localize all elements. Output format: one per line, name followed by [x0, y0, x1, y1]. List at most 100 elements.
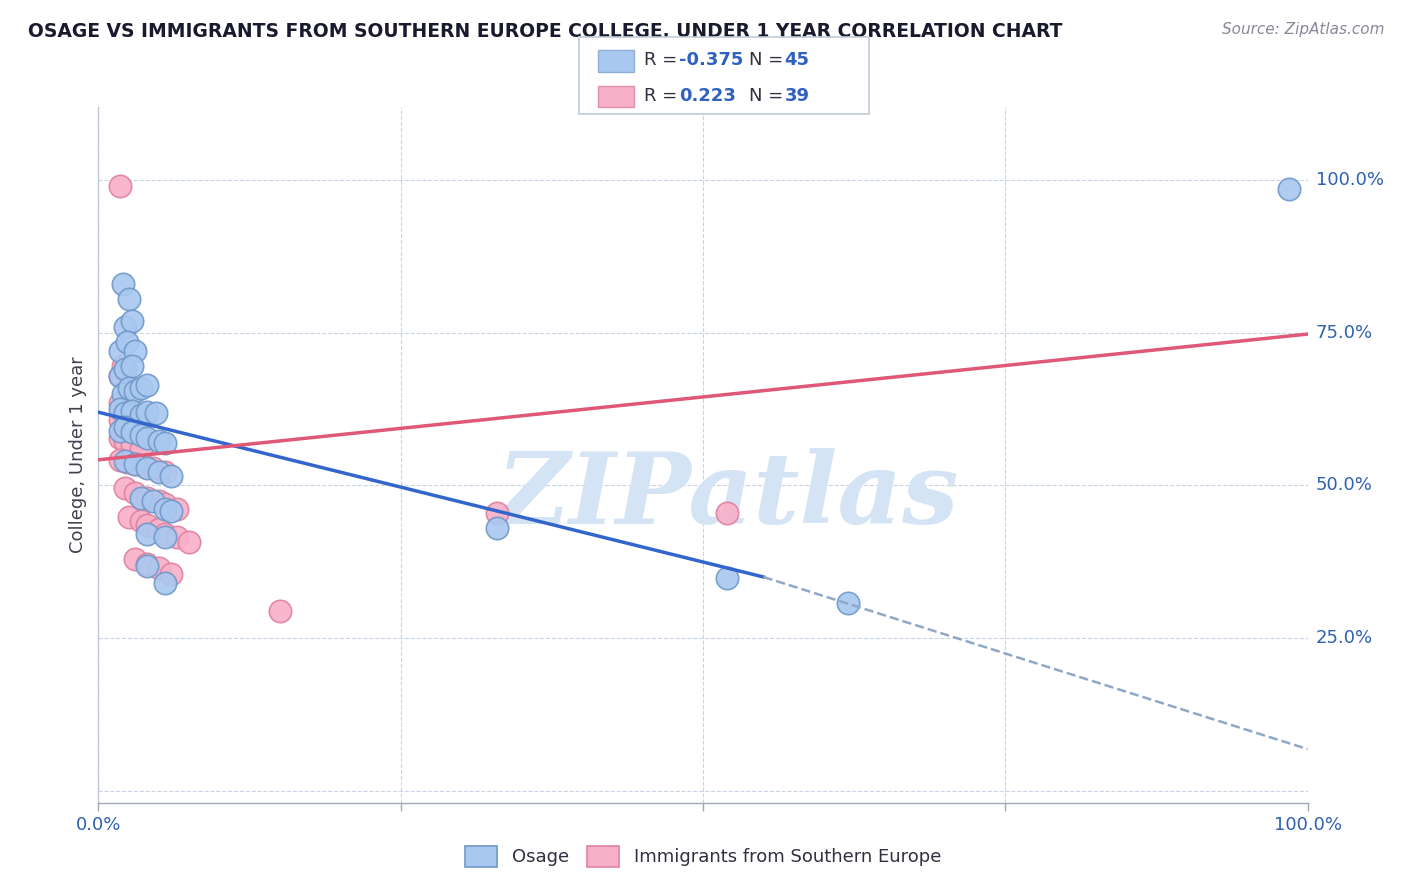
Point [124, 412, 146, 426]
Point [153, 497, 176, 511]
Y-axis label: College, Under 1 year: College, Under 1 year [69, 357, 87, 553]
Point [129, 491, 152, 505]
Point [716, 506, 738, 520]
Point [166, 530, 188, 544]
Point [153, 435, 176, 450]
Point [124, 384, 146, 398]
Point [166, 501, 188, 516]
Point [148, 522, 170, 536]
Point [111, 359, 134, 374]
Point [486, 521, 509, 535]
Point [114, 406, 136, 420]
Point [108, 344, 131, 359]
Point [129, 381, 152, 395]
Point [135, 431, 157, 445]
Point [837, 596, 859, 610]
Point [117, 410, 139, 425]
Point [118, 510, 141, 524]
Point [129, 514, 152, 528]
Point [114, 454, 136, 468]
Text: OSAGE VS IMMIGRANTS FROM SOUTHERN EUROPE COLLEGE, UNDER 1 YEAR CORRELATION CHART: OSAGE VS IMMIGRANTS FROM SOUTHERN EUROPE… [28, 22, 1063, 41]
Point [118, 381, 141, 395]
Point [486, 506, 509, 520]
Text: 25.0%: 25.0% [1316, 629, 1374, 647]
Point [716, 571, 738, 585]
Text: -0.375: -0.375 [679, 51, 744, 69]
Point [1278, 182, 1301, 196]
Point [153, 530, 176, 544]
Point [108, 396, 131, 410]
Point [114, 482, 136, 496]
Point [108, 368, 131, 383]
Point [124, 344, 146, 359]
Point [124, 457, 146, 471]
Point [135, 491, 157, 505]
Point [121, 359, 143, 374]
Text: 75.0%: 75.0% [1316, 324, 1374, 342]
Point [121, 425, 143, 439]
Point [269, 603, 291, 617]
Point [153, 501, 176, 516]
Point [148, 465, 170, 479]
Legend: Osage, Immigrants from Southern Europe: Osage, Immigrants from Southern Europe [457, 838, 949, 874]
Point [135, 377, 157, 392]
Text: 100.0%: 100.0% [1316, 171, 1384, 189]
Point [111, 277, 134, 291]
Text: ZIPatlas: ZIPatlas [496, 449, 959, 545]
Point [114, 434, 136, 449]
Point [111, 387, 134, 401]
Point [108, 179, 131, 194]
Text: N =: N = [749, 87, 789, 104]
Point [129, 442, 152, 456]
Point [108, 452, 131, 467]
Point [129, 428, 152, 442]
Point [124, 551, 146, 566]
Text: R =: R = [644, 87, 683, 104]
Point [108, 368, 131, 383]
Point [117, 455, 139, 469]
Point [153, 527, 176, 541]
Point [135, 405, 157, 419]
Point [114, 319, 136, 334]
Point [148, 561, 170, 575]
Point [177, 534, 201, 549]
Point [160, 504, 183, 518]
Point [153, 465, 176, 479]
Point [114, 362, 136, 376]
Text: 39: 39 [785, 87, 810, 104]
Point [121, 437, 143, 451]
Text: 50.0%: 50.0% [1316, 476, 1372, 494]
Point [135, 461, 157, 475]
Text: N =: N = [749, 51, 789, 69]
Point [108, 402, 131, 417]
Point [153, 576, 176, 591]
Point [108, 412, 131, 426]
Point [135, 527, 157, 541]
Text: R =: R = [644, 51, 683, 69]
Point [114, 402, 136, 417]
Point [124, 457, 146, 471]
Point [160, 566, 183, 581]
Point [121, 404, 143, 418]
Point [142, 461, 165, 475]
Point [124, 485, 146, 500]
Point [160, 469, 183, 483]
Text: Source: ZipAtlas.com: Source: ZipAtlas.com [1222, 22, 1385, 37]
Text: 0.223: 0.223 [679, 87, 735, 104]
Point [145, 406, 167, 420]
Point [129, 409, 152, 423]
Point [135, 559, 157, 574]
Point [134, 458, 156, 473]
Point [148, 434, 170, 449]
Point [121, 313, 143, 327]
Point [135, 518, 157, 533]
Point [134, 411, 156, 425]
Text: 45: 45 [785, 51, 810, 69]
Point [108, 431, 131, 445]
Point [118, 293, 141, 307]
Point [114, 420, 136, 434]
Point [148, 493, 170, 508]
Point [108, 424, 131, 438]
Point [135, 557, 157, 571]
Point [117, 334, 139, 349]
